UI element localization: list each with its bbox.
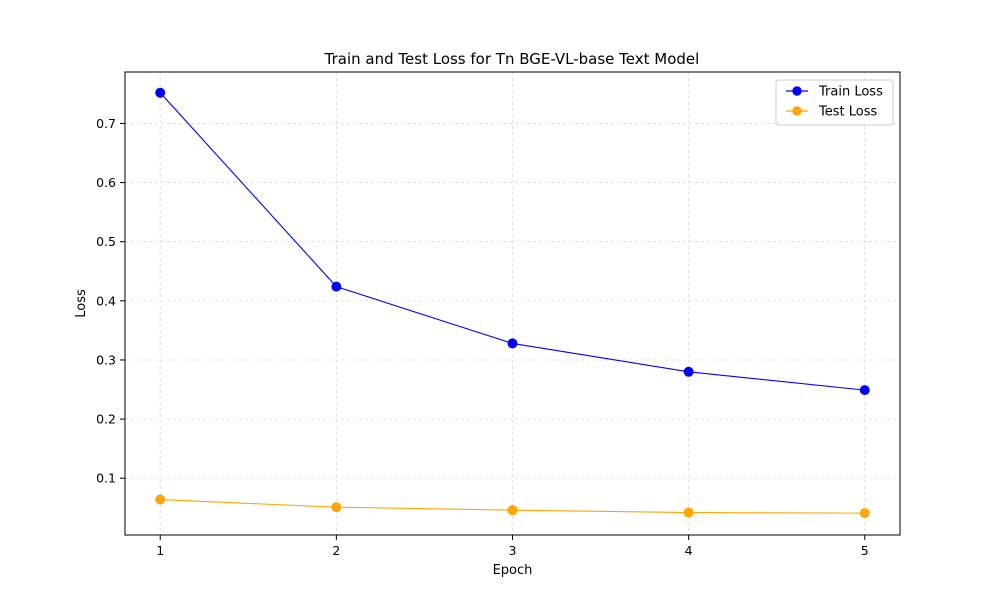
y-tick-label: 0.7: [96, 116, 116, 131]
data-point-train-loss: [507, 338, 518, 349]
y-tick-label: 0.6: [96, 175, 116, 190]
x-tick-label: 5: [861, 543, 869, 558]
grid-layer: [125, 72, 900, 535]
x-tick-label: 2: [332, 543, 340, 558]
legend-marker-test-loss: [792, 106, 802, 116]
legend-label-train-loss: Train Loss: [818, 85, 883, 100]
y-tick-label: 0.2: [96, 412, 116, 427]
series-layer: [155, 87, 870, 519]
legend-item-test-loss: Test Loss: [786, 105, 877, 120]
data-point-test-loss: [683, 507, 694, 518]
x-tick-label: 1: [156, 543, 164, 558]
legend: Train Loss Test Loss: [775, 79, 894, 126]
y-axis-label: Loss: [74, 289, 89, 318]
y-tick-label: 0.3: [96, 352, 116, 367]
axis-ticks: 1 2 3 4 5 0.1 0.2 0.3 0.4 0.5 0.6 0.7: [96, 116, 869, 558]
y-tick-label: 0.4: [96, 293, 116, 308]
data-point-train-loss: [155, 87, 166, 98]
x-tick-label: 4: [685, 543, 693, 558]
plot-area-frame: [124, 71, 901, 536]
legend-label-test-loss: Test Loss: [818, 105, 877, 120]
data-point-train-loss: [331, 281, 342, 292]
data-point-test-loss: [507, 505, 518, 516]
y-tick-label: 0.5: [96, 234, 116, 249]
data-point-test-loss: [155, 494, 166, 505]
chart-title: Train and Test Loss for Tn BGE-VL-base T…: [324, 50, 700, 68]
legend-marker-train-loss: [792, 86, 802, 96]
data-point-train-loss: [683, 366, 694, 377]
x-tick-label: 3: [509, 543, 517, 558]
data-point-test-loss: [331, 502, 342, 513]
x-axis-label: Epoch: [493, 563, 533, 578]
data-point-train-loss: [859, 385, 870, 396]
y-tick-label: 0.1: [96, 471, 116, 486]
data-point-test-loss: [859, 508, 870, 519]
legend-item-train-loss: Train Loss: [786, 85, 883, 100]
